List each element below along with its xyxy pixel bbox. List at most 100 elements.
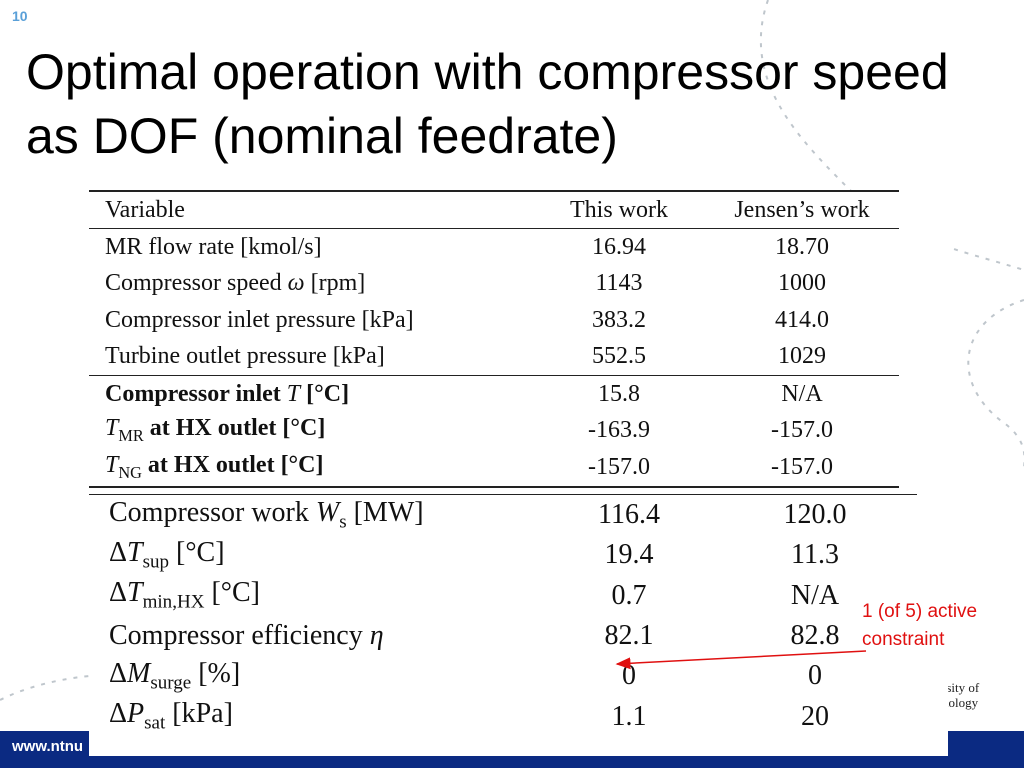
variable-unit: [MW] bbox=[346, 496, 424, 528]
this-work-value: 0.7 bbox=[611, 579, 647, 611]
variable-unit: [%] bbox=[191, 658, 241, 690]
variable-subscript: surge bbox=[150, 672, 192, 694]
table-row: TMR at HX outlet [°C] -163.9 -157.0 bbox=[89, 413, 899, 450]
jensen-work-value: 1000 bbox=[778, 270, 826, 297]
variable-subscript: NG bbox=[118, 462, 142, 482]
variable-symbol: T bbox=[105, 451, 119, 478]
variable-symbol: W bbox=[315, 496, 340, 528]
jensen-work-value: 11.3 bbox=[791, 539, 839, 571]
variable-cell: Compressor speed ω [rpm] bbox=[89, 266, 533, 303]
column-header: Variable bbox=[89, 190, 533, 229]
this-work-value: 552.5 bbox=[592, 343, 646, 370]
jensen-work-value: N/A bbox=[790, 579, 840, 611]
this-work-value: 82.1 bbox=[604, 620, 654, 652]
variable-text: MR flow rate [kmol/s] bbox=[105, 233, 322, 260]
table-row: Compressor speed ω [rpm] 1143 1000 bbox=[89, 266, 899, 303]
table-row: Compressor inlet T [°C] 15.8 N/A bbox=[89, 375, 899, 413]
variable-text: Compressor efficiency bbox=[109, 620, 370, 652]
this-work-value: -163.9 bbox=[588, 417, 650, 444]
column-header: This work bbox=[533, 190, 705, 229]
variable-text: Δ bbox=[109, 537, 128, 569]
variable-cell: Turbine outlet pressure [kPa] bbox=[89, 339, 533, 376]
jensen-work-value: 0 bbox=[808, 660, 822, 692]
variable-text: Compressor speed bbox=[105, 270, 288, 297]
variable-cell: TNG at HX outlet [°C] bbox=[89, 449, 533, 488]
jensen-work-value: 120.0 bbox=[713, 494, 917, 536]
variable-subscript: min,HX bbox=[142, 592, 205, 614]
table-row: Compressor efficiency η 82.1 82.8 bbox=[89, 616, 917, 656]
jensen-work-value: -157.0 bbox=[771, 417, 833, 444]
table-row: Compressor work Ws [MW] 116.4 120.0 bbox=[89, 494, 917, 536]
variable-unit: [°C] bbox=[300, 380, 350, 407]
table-row: ΔPsat [kPa] 1.1 20 bbox=[89, 696, 917, 736]
variable-cell: ΔTsup [°C] bbox=[89, 535, 545, 575]
table-row: ΔTmin,HX [°C] 0.7 N/A bbox=[89, 576, 917, 616]
jensen-work-value: 414.0 bbox=[775, 306, 829, 333]
this-work-value: 0 bbox=[622, 660, 636, 692]
variable-symbol: P bbox=[127, 698, 145, 730]
variable-unit: at HX outlet [°C] bbox=[143, 415, 326, 442]
jensen-work-value: 1029 bbox=[778, 343, 826, 370]
variable-text: Δ bbox=[109, 577, 128, 609]
annotation-line-2: constraint bbox=[862, 629, 945, 650]
variable-symbol: ω bbox=[287, 270, 305, 297]
variable-cell: Compressor efficiency η bbox=[89, 616, 545, 656]
results-table-top: Variable This work Jensen’s work MR flow ra… bbox=[89, 190, 899, 488]
table-row: ΔTsup [°C] 19.4 11.3 bbox=[89, 535, 917, 575]
table-row: TNG at HX outlet [°C] -157.0 -157.0 bbox=[89, 449, 899, 488]
this-work-value: 383.2 bbox=[592, 306, 646, 333]
this-work-value: 15.8 bbox=[533, 375, 705, 413]
variable-unit: [°C] bbox=[169, 537, 225, 569]
this-work-value: 19.4 bbox=[604, 539, 654, 571]
this-work-value: 1.1 bbox=[611, 700, 647, 732]
variable-unit: at HX outlet [°C] bbox=[141, 451, 324, 478]
table-header-row: Variable This work Jensen’s work bbox=[89, 190, 899, 229]
jensen-work-value: 18.70 bbox=[775, 233, 829, 260]
variable-cell: TMR at HX outlet [°C] bbox=[89, 413, 533, 450]
variable-text: Δ bbox=[109, 658, 128, 690]
variable-symbol: T bbox=[286, 380, 301, 407]
jensen-work-value: 82.8 bbox=[790, 620, 840, 652]
variable-cell: ΔPsat [kPa] bbox=[89, 696, 545, 736]
table-row: MR flow rate [kmol/s] 16.94 18.70 bbox=[89, 229, 899, 266]
variable-cell: ΔTmin,HX [°C] bbox=[89, 576, 545, 616]
variable-subscript: sup bbox=[142, 551, 170, 573]
variable-cell: MR flow rate [kmol/s] bbox=[89, 229, 533, 266]
slide-title: Optimal operation with compressor speed … bbox=[26, 44, 949, 164]
variable-symbol: T bbox=[127, 577, 143, 609]
variable-cell: Compressor inlet pressure [kPa] bbox=[89, 302, 533, 339]
this-work-value: -157.0 bbox=[533, 449, 705, 488]
variable-cell: Compressor work Ws [MW] bbox=[89, 494, 545, 536]
this-work-value: 116.4 bbox=[545, 494, 713, 536]
jensen-work-value: N/A bbox=[705, 375, 899, 413]
variable-text: Δ bbox=[109, 698, 128, 730]
variable-text: Compressor inlet bbox=[105, 380, 287, 407]
table-row: Turbine outlet pressure [kPa] 552.5 1029 bbox=[89, 339, 899, 376]
results-table-bottom: Compressor work Ws [MW] 116.4 120.0 ΔTsup [… bbox=[89, 494, 917, 737]
table-row: ΔMsurge [%] 0 0 bbox=[89, 656, 917, 696]
variable-unit: [rpm] bbox=[304, 270, 366, 297]
this-work-value: 16.94 bbox=[592, 233, 646, 260]
variable-symbol: T bbox=[105, 415, 119, 442]
results-table-image: Variable This work Jensen’s work MR flow ra… bbox=[89, 190, 948, 756]
table-row: Compressor inlet pressure [kPa] 383.2 414.… bbox=[89, 302, 899, 339]
variable-text: Compressor inlet pressure [kPa] bbox=[105, 306, 414, 333]
variable-subscript: s bbox=[339, 511, 347, 533]
slide-number: 10 bbox=[12, 8, 28, 24]
this-work-value: 1143 bbox=[595, 270, 643, 297]
footer-url: www.ntnu bbox=[12, 738, 84, 755]
column-header: Jensen’s work bbox=[705, 190, 899, 229]
variable-unit: [°C] bbox=[204, 577, 260, 609]
variable-unit: [kPa] bbox=[165, 698, 233, 730]
annotation-line-1: 1 (of 5) active bbox=[862, 601, 978, 622]
variable-cell: ΔMsurge [%] bbox=[89, 656, 545, 696]
variable-text: Turbine outlet pressure [kPa] bbox=[105, 343, 385, 370]
variable-subscript: sat bbox=[144, 712, 166, 734]
jensen-work-value: -157.0 bbox=[705, 449, 899, 488]
variable-subscript: MR bbox=[118, 426, 144, 446]
variable-text: Compressor work bbox=[109, 496, 316, 528]
jensen-work-value: 20 bbox=[801, 700, 829, 732]
variable-symbol: T bbox=[127, 537, 143, 569]
variable-symbol: M bbox=[127, 658, 151, 690]
